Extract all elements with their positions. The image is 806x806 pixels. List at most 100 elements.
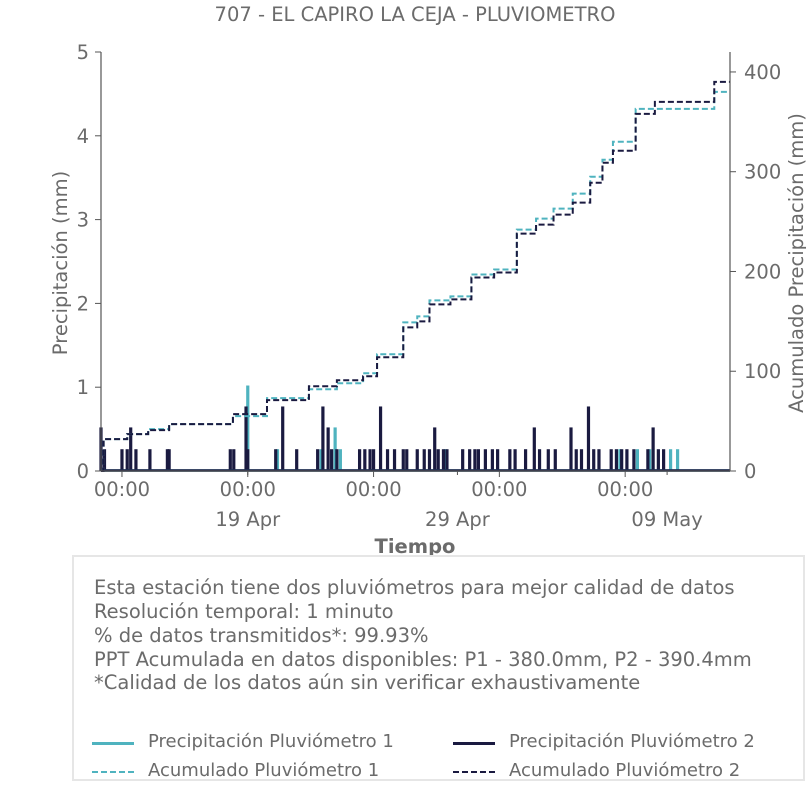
precip-bar-p2 [537,449,542,471]
precip-bar-p2 [274,449,278,471]
x-date-label: 29 Apr [425,508,491,531]
precip-bar-p2 [476,449,480,471]
precip-bar-p2 [632,449,636,471]
precip-bar-p2 [326,427,330,471]
precip-bar-p2 [656,449,660,471]
precip-bar-p2 [246,449,250,471]
precip-bar-p2 [120,449,124,471]
precip-bar-p2 [422,449,426,471]
legend-swatch-p2-accum [453,771,495,773]
x-date-label: 09 May [631,508,702,531]
precip-bar-p2 [625,449,629,471]
precip-bar-p1 [443,449,447,471]
precip-bar-p2 [614,449,619,471]
precip-bar-p2 [335,449,339,471]
precip-bar-p2 [321,406,325,471]
x-major-tick-label: 00:00 [220,478,276,501]
precip-bar-p2 [405,449,409,471]
precip-bar-p2 [232,449,236,471]
precip-bar-p1 [246,385,250,471]
precip-bar-p2 [385,449,390,471]
precip-bar-p1 [618,449,622,471]
precip-bar-p2 [371,449,376,471]
precip-bar-p2 [662,449,666,471]
precip-bar-p2 [579,449,584,471]
x-major-tick-label: 00:00 [597,478,653,501]
y-right-tick-label: 400 [744,61,781,84]
precip-bar-p2 [461,449,465,471]
precip-bar-p2 [586,406,591,471]
precip-bar-p1 [338,449,342,471]
precip-bar-p2 [445,449,449,471]
precip-bar-p2 [363,449,367,471]
y-left-tick-label: 5 [77,41,89,64]
y-left-tick-label: 2 [77,292,89,315]
rainfall-chart: 707 - EL CAPIRO LA CEJA - PLUVIOMETRO 0 1… [49,3,806,555]
precip-bar-p2 [597,449,601,471]
precip-bar-p2 [281,406,285,471]
precip-bar-p2 [357,449,362,471]
legend-label: Precipitación Pluviómetro 2 [509,731,755,752]
precip-bar-p2 [368,449,372,471]
precip-bar-p2 [433,427,437,471]
legend-swatch-p1-precip [92,742,134,745]
precip-bar-p2 [244,406,248,471]
legend-swatch-p1-accum [92,771,134,773]
precip-bar-p2 [496,449,500,471]
precip-bar-p2 [165,449,169,471]
y-left-tick-label: 4 [77,125,89,148]
precip-bar-p1 [668,449,673,471]
x-major-tick-label: 00:00 [345,478,401,501]
info-panel: Esta estación tiene dos pluviómetros par… [72,555,805,781]
precip-bar-p2 [513,449,517,471]
precip-bar-p2 [546,449,550,471]
legend-swatch-p2-precip [453,742,495,745]
info-line-accumulated: PPT Acumulada en datos disponibles: P1 -… [94,648,752,671]
chart-title: 707 - EL CAPIRO LA CEJA - PLUVIOMETRO [215,3,616,26]
y-right-tick-label: 300 [744,161,781,184]
precip-bar-p2 [330,449,334,471]
x-date-label: 19 Apr [215,508,281,531]
precip-bar-p2 [523,449,528,471]
info-line-stations: Esta estación tiene dos pluviómetros par… [94,576,735,599]
precip-bar-p2 [441,449,446,471]
precip-bar-p2 [508,449,512,471]
precip-bar-p2 [574,449,578,471]
precip-bar-p2 [620,449,624,471]
precip-bar-p2 [392,449,397,471]
precip-bar-p2 [148,449,152,471]
precip-bar-p1 [333,427,337,471]
info-line-resolution: Resolución temporal: 1 minuto [94,600,394,623]
y-right-tick-label: 100 [744,360,781,383]
info-line-quality-note: *Calidad de los datos aún sin verificar … [94,671,641,694]
precip-bar-p1 [635,449,639,471]
y-left-tick-label: 1 [77,376,89,399]
precip-bar-p2 [436,449,440,471]
y-left-tick-label: 3 [77,209,89,232]
y-axis-right-label: Acumulado Precipitación (mm) [785,113,806,413]
precip-bar-p2 [167,449,171,471]
x-major-tick-label: 00:00 [471,478,527,501]
y-left-tick-label: 0 [77,460,89,483]
legend-label: Acumulado Pluviómetro 2 [509,760,741,781]
y-axis-left-label: Precipitación (mm) [49,171,72,355]
x-major-tick-label: 00:00 [94,478,150,501]
x-axis-label: Tiempo [375,535,456,555]
precip-bar-p2 [473,449,477,471]
precip-bar-p2 [483,449,487,471]
precip-bar-p2 [134,449,138,471]
precip-bar-p2 [651,427,655,471]
precip-bar-p2 [532,427,536,471]
precip-bar-p2 [125,449,129,471]
precip-bar-p1 [648,449,652,471]
precip-bar-p2 [609,449,613,471]
precip-bar-p2 [569,427,573,471]
precip-bar-p2 [415,449,419,471]
precip-bar-p2 [592,449,596,471]
info-line-transmitted: % de datos transmitidos*: 99.93% [94,624,429,647]
precip-bar-p2 [295,449,299,471]
precip-bar-p1 [275,449,280,471]
legend-label: Acumulado Pluviómetro 1 [148,760,380,781]
precip-bar-p2 [553,449,557,471]
y-right-tick-label: 200 [744,260,781,283]
